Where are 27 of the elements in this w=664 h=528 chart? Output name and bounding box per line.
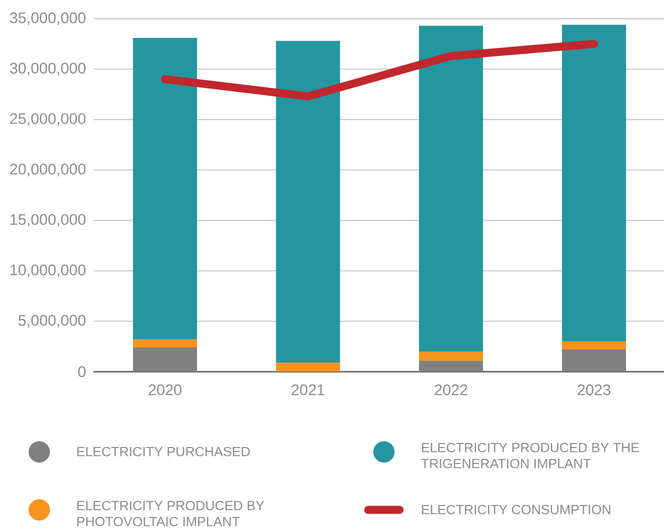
y-tick-label: 0 bbox=[78, 366, 86, 378]
y-tick-label: 5,000,000 bbox=[18, 314, 86, 328]
bar bbox=[562, 349, 626, 372]
bar bbox=[132, 38, 197, 340]
y-tick-label: 30,000,000 bbox=[10, 62, 86, 76]
bar bbox=[418, 360, 483, 372]
x-tick-label: 2021 bbox=[292, 384, 324, 396]
x-tick-label: 2023 bbox=[578, 384, 610, 396]
y-tick-label: 15,000,000 bbox=[10, 214, 86, 227]
bar bbox=[562, 24, 626, 342]
bar bbox=[132, 347, 197, 372]
x-tick-label: 2020 bbox=[148, 384, 182, 396]
x-tick-label: 2022 bbox=[434, 384, 468, 396]
bar bbox=[418, 26, 483, 352]
bar bbox=[132, 339, 197, 348]
y-tick-label: 25,000,000 bbox=[10, 113, 86, 126]
bar bbox=[276, 40, 340, 363]
bar bbox=[418, 352, 483, 361]
legend-label: ELECTRICITY CONSUMPTION bbox=[422, 504, 610, 514]
legend-label: ELECTRICITY PRODUCED BY PHOTOVOLTAIC IMPLANT bbox=[77, 500, 264, 526]
y-tick-label: 35,000,000 bbox=[10, 12, 86, 26]
y-tick-label: 10,000,000 bbox=[10, 264, 86, 278]
legend-label: ELECTRICITY PRODUCED BY THE TRIGENERATION IMPLANT bbox=[421, 442, 639, 468]
bar bbox=[562, 341, 626, 350]
bar bbox=[276, 362, 340, 372]
y-tick-label: 20,000,000 bbox=[10, 164, 86, 176]
legend-label: ELECTRICITY PURCHASED bbox=[77, 446, 250, 456]
